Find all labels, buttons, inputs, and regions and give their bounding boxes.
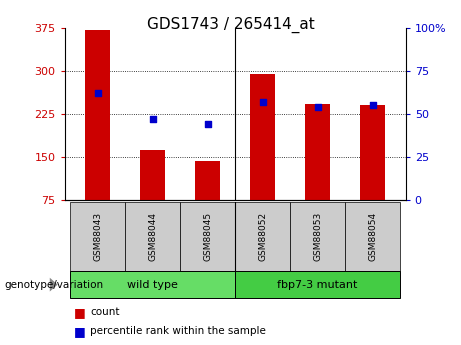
Text: wild type: wild type — [127, 280, 178, 289]
Text: percentile rank within the sample: percentile rank within the sample — [90, 326, 266, 336]
Text: GDS1743 / 265414_at: GDS1743 / 265414_at — [147, 17, 314, 33]
Bar — [290, 202, 345, 271]
Text: count: count — [90, 307, 119, 317]
Bar — [140, 149, 165, 200]
Text: GSM88053: GSM88053 — [313, 212, 322, 261]
Text: GSM88052: GSM88052 — [258, 212, 267, 261]
Point — [149, 116, 156, 122]
Text: ■: ■ — [74, 325, 85, 338]
Bar — [195, 161, 220, 200]
Point — [204, 121, 211, 127]
Bar — [235, 202, 290, 271]
Bar — [305, 104, 330, 200]
Point — [369, 102, 376, 108]
Text: GSM88045: GSM88045 — [203, 212, 212, 261]
Bar — [125, 202, 180, 271]
Bar — [70, 271, 235, 298]
Bar — [70, 202, 125, 271]
Point — [94, 90, 101, 96]
Bar — [85, 30, 110, 200]
Text: GSM88043: GSM88043 — [93, 212, 102, 261]
Bar — [250, 73, 275, 200]
Text: fbp7-3 mutant: fbp7-3 mutant — [278, 280, 358, 289]
Point — [314, 104, 321, 110]
Text: genotype/variation: genotype/variation — [5, 280, 104, 289]
Point — [259, 99, 266, 105]
Bar — [180, 202, 235, 271]
Bar — [345, 202, 400, 271]
Text: GSM88054: GSM88054 — [368, 212, 377, 261]
Polygon shape — [50, 278, 58, 292]
Bar — [235, 271, 400, 298]
Text: GSM88044: GSM88044 — [148, 212, 157, 261]
Bar — [361, 105, 385, 200]
Text: ■: ■ — [74, 306, 85, 319]
